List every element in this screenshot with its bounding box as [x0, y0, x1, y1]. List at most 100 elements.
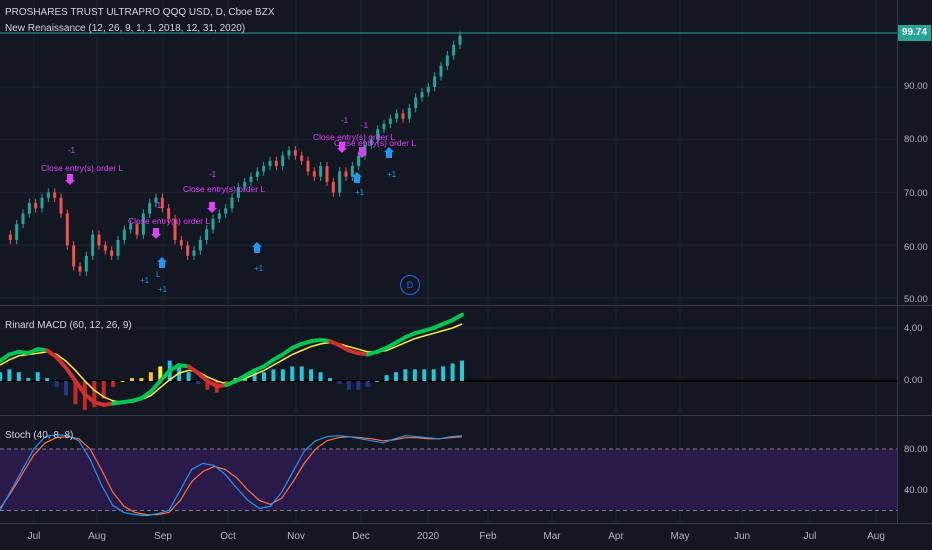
candle-body	[110, 250, 114, 256]
candle-body	[167, 208, 171, 219]
candle-body	[445, 55, 449, 66]
candle-body	[224, 208, 228, 214]
macd-histogram-bar	[196, 381, 200, 384]
macd-histogram-bar	[365, 381, 370, 387]
pane-divider[interactable]	[0, 415, 932, 416]
x-tick-label: Jul	[803, 531, 817, 542]
candle-body	[40, 197, 44, 209]
macd-histogram-bar	[450, 363, 455, 381]
candle-body	[420, 92, 424, 98]
candle-body	[369, 139, 373, 146]
macd-histogram-bar	[375, 381, 380, 382]
candle-body	[198, 239, 202, 251]
macd-histogram-bar	[205, 381, 210, 390]
price-tick: 80.00	[904, 134, 928, 145]
candle-body	[274, 160, 278, 167]
candle-body	[458, 35, 462, 45]
exit-arrow-icon	[65, 174, 75, 185]
candle-body	[249, 176, 253, 182]
macd-histogram-bar	[384, 375, 389, 381]
candle-body	[433, 76, 437, 87]
macd-line-segment	[64, 365, 78, 383]
close-order-label: Close entry(s) order L	[334, 138, 417, 148]
candle-body	[344, 171, 348, 177]
candle-body	[91, 234, 95, 256]
candle-body	[325, 166, 329, 182]
candle-body	[211, 218, 215, 230]
candle-body	[217, 213, 221, 219]
pane-divider[interactable]	[0, 305, 932, 306]
macd-histogram-bar	[45, 378, 50, 381]
macd-histogram-bar	[318, 372, 323, 381]
x-tick-label: Sep	[154, 531, 172, 542]
candle-body	[338, 171, 342, 193]
order-qty-label: +1	[140, 276, 150, 285]
macd-title[interactable]: Rinard MACD (60, 12, 26, 9)	[5, 320, 132, 331]
order-qty-label: +1	[158, 285, 168, 294]
candle-body	[84, 255, 88, 272]
macd-histogram-bar	[120, 381, 125, 382]
candle-body	[27, 203, 31, 214]
macd-histogram-bar	[280, 369, 285, 381]
order-qty-label: +1	[355, 188, 365, 197]
macd-histogram-bar	[177, 363, 182, 381]
price-axis[interactable]	[897, 0, 932, 523]
stoch-d-line	[0, 436, 463, 516]
price-tick: 50.00	[904, 294, 928, 305]
macd-histogram-bar	[356, 381, 361, 390]
candle-body	[97, 234, 101, 246]
candle-body	[300, 155, 304, 161]
x-tick-label: May	[670, 531, 690, 542]
macd-histogram-bar	[7, 369, 12, 381]
stoch-title[interactable]: Stoch (40, 8, 8)	[5, 430, 74, 441]
candle-body	[8, 234, 12, 240]
x-tick-label: 2020	[416, 531, 440, 542]
macd-histogram-bar	[0, 372, 2, 381]
macd-histogram-bar	[328, 378, 332, 381]
candle-body	[306, 160, 310, 172]
entry-arrow-icon	[252, 242, 262, 253]
candle-body	[426, 87, 430, 93]
macd-histogram-bar	[403, 369, 408, 381]
candle-body	[78, 266, 82, 272]
macd-histogram-bar	[271, 369, 276, 381]
candle-body	[243, 181, 247, 188]
macd-line-segment	[196, 371, 210, 383]
marker-letter: D	[406, 280, 414, 290]
long-entry-label: L	[156, 270, 161, 279]
x-tick-label: Nov	[287, 531, 305, 542]
candle-body	[205, 229, 209, 240]
candle-body	[154, 197, 158, 204]
candle-body	[192, 250, 196, 256]
macd-line-segment	[158, 368, 172, 383]
exit-arrow-icon	[207, 202, 217, 213]
exit-arrow-icon	[337, 142, 347, 153]
candle-body	[350, 166, 354, 177]
candle-body	[439, 65, 443, 77]
price-tick: 70.00	[904, 188, 928, 199]
order-qty-label: +1	[387, 170, 397, 179]
macd-histogram-bar	[224, 381, 229, 384]
study-title[interactable]: New Renaissance (12, 26, 9, 1, 1, 2018, …	[5, 23, 246, 34]
macd-histogram-bar	[460, 360, 464, 381]
close-order-label: Close entry(s) order L	[41, 163, 124, 173]
macd-signal-line	[0, 323, 463, 403]
candle-body	[395, 113, 399, 119]
candle-body	[388, 118, 392, 124]
x-tick-label: Jun	[733, 531, 751, 542]
exit-arrow-icon	[151, 228, 161, 239]
x-tick-label: Apr	[608, 531, 624, 542]
macd-line-segment	[82, 392, 97, 405]
stoch-k-line	[0, 433, 463, 517]
order-qty-label: -1	[341, 116, 349, 125]
macd-tick: 4.00	[904, 323, 923, 334]
dividend-marker-icon[interactable]: D	[400, 275, 420, 295]
candle-body	[173, 218, 177, 240]
macd-histogram-bar	[186, 372, 191, 381]
stoch-tick: 80.00	[904, 444, 928, 455]
x-tick-label: Dec	[352, 531, 370, 542]
macd-histogram-bar	[441, 366, 446, 381]
candle-body	[281, 155, 285, 167]
time-axis-divider	[0, 523, 932, 524]
